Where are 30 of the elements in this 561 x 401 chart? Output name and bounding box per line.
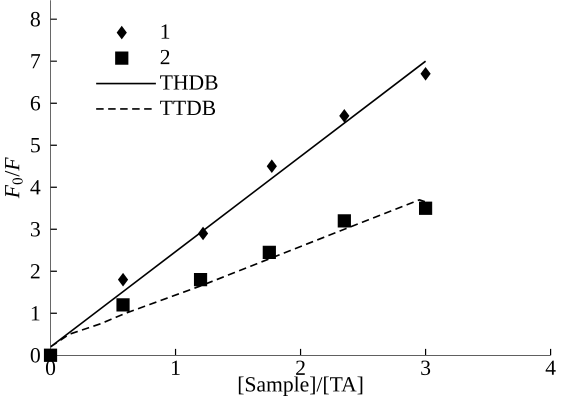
legend-label: THDB (160, 75, 218, 90)
legend-label: TTDB (160, 100, 216, 115)
point (194, 273, 208, 286)
point (266, 160, 277, 173)
y-tick-label: 1 (32, 306, 40, 320)
y-tick-label: 8 (30, 12, 40, 26)
y-tick-label: 4 (30, 180, 40, 194)
point (262, 246, 276, 259)
y-tick-label: 6 (30, 96, 40, 110)
x-tick-label: 2 (296, 360, 305, 375)
point (420, 67, 431, 80)
x-tick-label: 3 (421, 360, 430, 376)
y-tick-label: 5 (31, 138, 40, 152)
point (418, 202, 432, 215)
point (44, 348, 58, 362)
point (118, 273, 128, 286)
y-tick-label: 3 (30, 222, 40, 236)
x-axis-title: [Sample]/[TA] (238, 376, 362, 396)
x-tick-label: 4 (546, 360, 556, 375)
point (198, 226, 208, 240)
legend-label: 2 (160, 50, 170, 64)
point (338, 214, 351, 228)
y-tick-label: 0 (30, 348, 40, 363)
y-tick-label: 2 (30, 264, 40, 278)
x-tick-label: 1 (172, 360, 180, 375)
point (116, 298, 130, 312)
y-axis-title: F$_{0}$/F (5, 157, 23, 198)
y-tick-label: 7 (31, 54, 40, 68)
point (339, 109, 350, 122)
legend-label: 1 (162, 24, 170, 39)
